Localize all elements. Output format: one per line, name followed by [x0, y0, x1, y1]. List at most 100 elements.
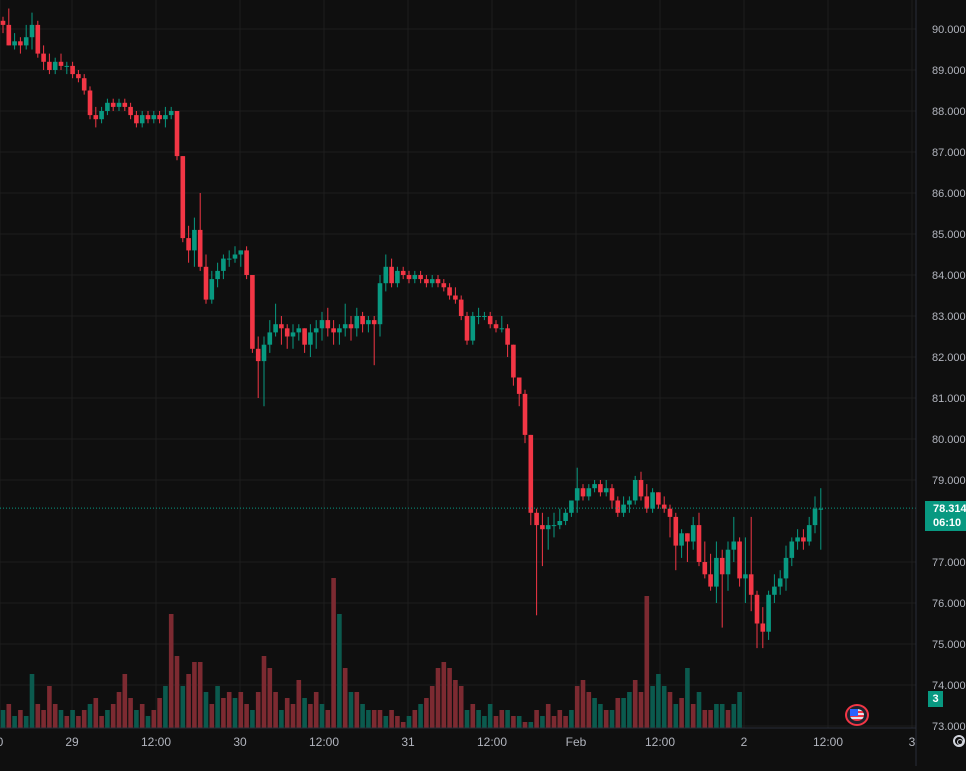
- candle-body: [487, 316, 493, 325]
- volume-bar: [52, 704, 58, 728]
- volume-bar: [424, 698, 429, 728]
- x-tick-label: 3: [909, 735, 916, 749]
- y-tick-label: 81.000: [932, 393, 966, 405]
- candle-body: [505, 328, 510, 345]
- candle-body: [719, 557, 725, 575]
- volume-bar: [168, 614, 174, 728]
- candle-body: [528, 434, 534, 513]
- candle-body: [406, 275, 412, 280]
- volume-bar: [627, 692, 632, 728]
- candle-body: [650, 492, 655, 509]
- volume-bar: [522, 722, 528, 728]
- volume-bar: [499, 710, 505, 728]
- y-tick-label: 86.000: [932, 188, 966, 200]
- candle-body: [41, 53, 46, 62]
- volume-bar: [528, 722, 534, 728]
- volume-bar: [139, 704, 145, 728]
- volume-bar: [621, 698, 626, 728]
- volume-bar: [685, 668, 690, 728]
- candle-body: [81, 78, 87, 91]
- candle-body: [777, 578, 783, 587]
- candle-body: [499, 328, 505, 330]
- volume-bar: [221, 698, 226, 728]
- candle-body: [470, 316, 476, 341]
- volume-bar: [151, 710, 157, 728]
- candle-body: [139, 115, 145, 124]
- volume-bar: [81, 710, 87, 728]
- volume-bar: [348, 692, 354, 728]
- volume-bar: [64, 716, 70, 728]
- volume-bar: [476, 710, 481, 728]
- candle-body: [122, 102, 128, 107]
- volume-bar: [203, 692, 209, 728]
- candle-body: [783, 557, 789, 579]
- candle-body: [447, 287, 452, 296]
- candle-body: [806, 525, 812, 542]
- last-price-value: 78.314: [933, 503, 966, 515]
- candle-body: [395, 270, 400, 284]
- candle-body: [255, 348, 261, 362]
- candle-body: [290, 332, 296, 337]
- candle-body: [284, 328, 290, 337]
- candle-body: [58, 61, 64, 66]
- volume-bar: [592, 698, 597, 728]
- volume-bar: [128, 698, 133, 728]
- candle-body: [534, 512, 539, 526]
- candle-body: [458, 299, 464, 316]
- volume-bar: [540, 716, 545, 728]
- y-tick-label: 87.000: [932, 147, 966, 159]
- us-flag-icon[interactable]: [845, 704, 869, 726]
- candle-body: [221, 258, 226, 271]
- candle-body: [580, 488, 586, 497]
- volume-bar: [93, 698, 99, 728]
- volume-bar: [406, 716, 412, 728]
- y-tick-label: 90.000: [932, 24, 966, 36]
- candle-body: [453, 295, 458, 300]
- y-tick-label: 84.000: [932, 270, 966, 282]
- candle-body: [99, 111, 104, 120]
- volume-bar: [70, 710, 75, 728]
- candle-body: [0, 20, 6, 25]
- x-tick-label: 12:00: [477, 735, 507, 749]
- candle-body: [708, 574, 713, 587]
- candle-body: [18, 41, 23, 46]
- volume-bar: [35, 704, 41, 728]
- y-tick-label: 79.000: [932, 475, 966, 487]
- volume-bar: [197, 662, 203, 728]
- y-tick-label: 89.000: [932, 65, 966, 77]
- volume-bar: [505, 710, 510, 728]
- candle-body: [441, 283, 447, 288]
- volume-bar: [116, 692, 122, 728]
- volume-bar: [18, 710, 23, 728]
- x-tick-label: 30: [233, 735, 247, 749]
- candle-body: [383, 266, 389, 284]
- volume-bar: [6, 704, 12, 728]
- volume-bar: [551, 716, 557, 728]
- candle-body: [180, 156, 186, 239]
- candle-body: [789, 541, 795, 558]
- candle-body: [377, 283, 383, 325]
- candle-body: [603, 488, 609, 493]
- volume-bar: [377, 710, 383, 728]
- y-tick-label: 80.000: [932, 434, 966, 446]
- candle-body: [569, 500, 574, 513]
- candle-body: [748, 574, 754, 595]
- event-count-badge[interactable]: 3: [928, 691, 943, 707]
- candle-body: [105, 102, 110, 111]
- axis-settings-icon[interactable]: [953, 735, 965, 747]
- candle-body: [157, 115, 162, 120]
- volume-bar: [638, 692, 644, 728]
- candle-body: [168, 111, 174, 116]
- volume-bar: [719, 704, 725, 728]
- volume-bar: [180, 686, 186, 728]
- candle-body: [261, 344, 267, 362]
- candle-body: [93, 115, 99, 120]
- volume-bar: [23, 716, 29, 728]
- volume-bar: [313, 692, 319, 728]
- x-tick-label: 12:00: [141, 735, 171, 749]
- candle-body: [418, 275, 423, 280]
- candle-body: [203, 266, 209, 300]
- candle-body: [197, 229, 203, 267]
